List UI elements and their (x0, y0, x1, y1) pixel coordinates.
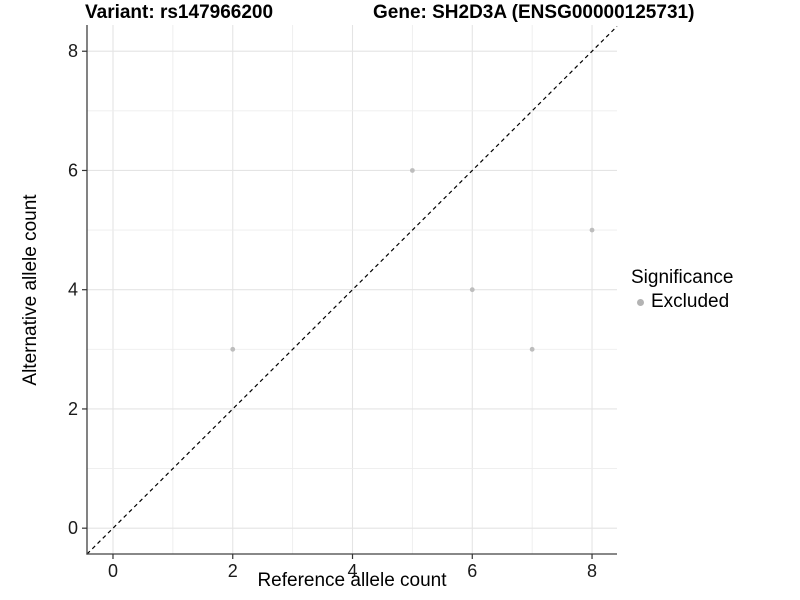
x-tick-label: 8 (587, 561, 597, 581)
x-tick-label: 2 (228, 561, 238, 581)
x-axis-title: Reference allele count (257, 570, 447, 591)
x-tick-label: 6 (467, 561, 477, 581)
y-tick-label: 8 (68, 41, 78, 61)
data-point (469, 287, 475, 293)
x-tick-label: 4 (348, 561, 358, 581)
legend-item-label: Excluded (651, 291, 730, 312)
plot-title-gene: Gene: SH2D3A (ENSG00000125731) (373, 2, 695, 23)
y-axis-title: Alternative allele count (20, 194, 41, 386)
data-point (589, 227, 595, 233)
data-point (409, 168, 415, 173)
legend-title: Significance (631, 267, 734, 288)
y-tick-label: 0 (68, 518, 78, 538)
data-point (529, 346, 535, 352)
y-tick-label: 4 (68, 280, 78, 300)
legend-item-excluded: Excluded (631, 291, 733, 313)
y-tick-label: 2 (68, 399, 78, 419)
legend-point-icon (636, 298, 644, 306)
y-tick-label: 6 (68, 160, 78, 180)
identity-reference-line (86, 25, 618, 555)
plot-title-variant: Variant: rs147966200 (85, 2, 274, 23)
data-point (230, 346, 236, 352)
legend-key (631, 293, 649, 311)
x-tick-label: 0 (108, 561, 118, 581)
legend: Significance Excluded (631, 267, 733, 313)
